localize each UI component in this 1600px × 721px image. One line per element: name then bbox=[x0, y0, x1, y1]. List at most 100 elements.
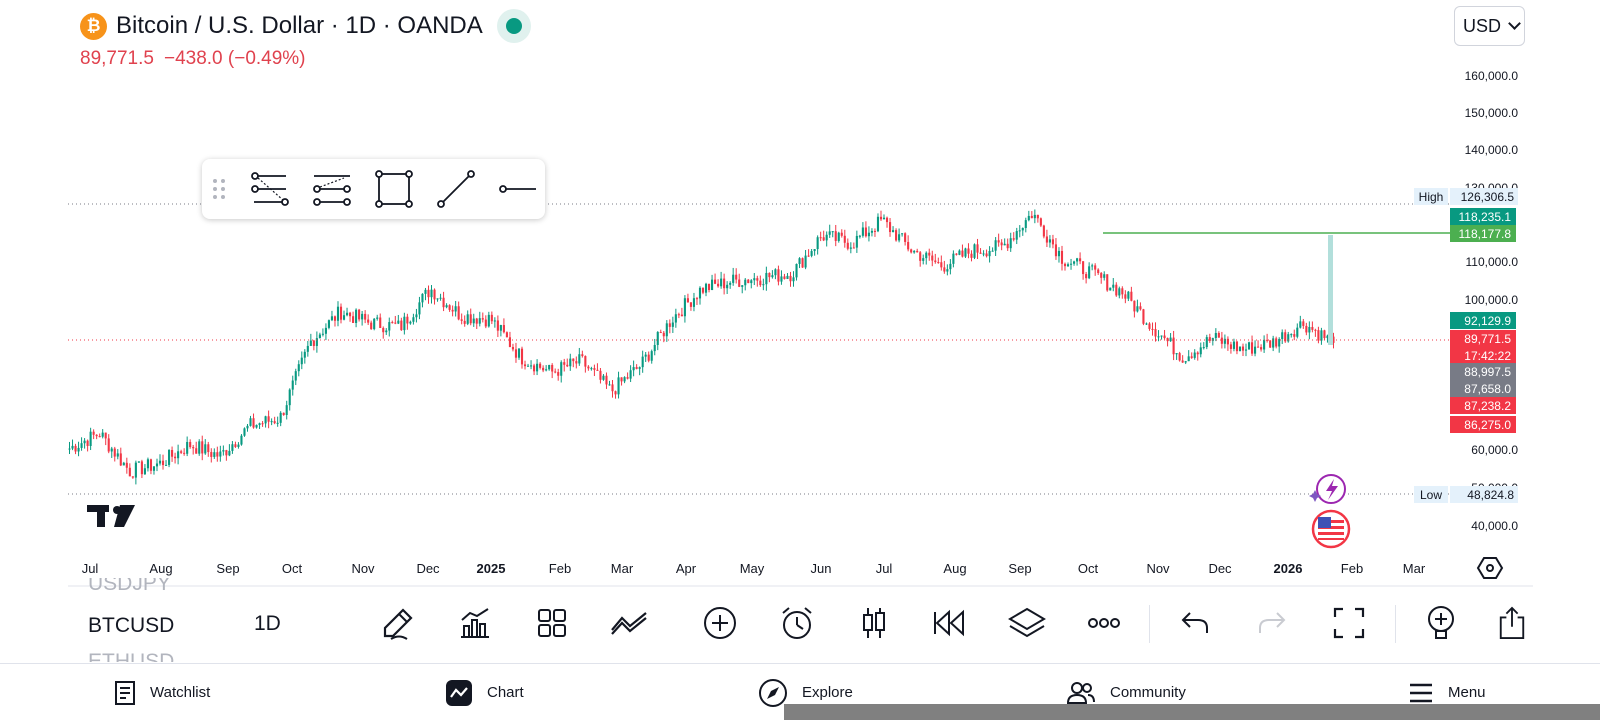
add-icon[interactable] bbox=[700, 603, 740, 643]
candle-body bbox=[1214, 332, 1217, 339]
rectangle-icon[interactable] bbox=[374, 169, 414, 209]
symbol-picker[interactable]: USDJPY BTCUSD ETHUSD bbox=[88, 578, 208, 662]
candle-body bbox=[158, 460, 162, 464]
price-badge-bg bbox=[1450, 208, 1516, 225]
candle-body bbox=[786, 275, 789, 279]
candle-body bbox=[904, 233, 907, 242]
redo-icon[interactable] bbox=[1252, 603, 1292, 643]
candle-body bbox=[460, 319, 463, 321]
symbol-option[interactable]: ETHUSD bbox=[88, 650, 175, 662]
candle-body bbox=[333, 316, 337, 321]
candle-body bbox=[481, 318, 484, 320]
symbol-title[interactable]: Bitcoin / U.S. Dollar · 1D · OANDA bbox=[116, 12, 483, 39]
price-chart[interactable]: 160,000.0 150,000.0 140,000.0 130,000.0 … bbox=[0, 0, 1600, 590]
candle-body bbox=[1124, 294, 1127, 299]
currency-select[interactable]: USD bbox=[1454, 6, 1525, 46]
candle-body bbox=[940, 262, 943, 268]
candle-body bbox=[1229, 344, 1232, 349]
share-icon[interactable] bbox=[1497, 603, 1527, 643]
candle-body bbox=[1269, 340, 1272, 348]
drag-handle-icon[interactable] bbox=[212, 177, 226, 201]
candle-body bbox=[849, 247, 852, 249]
draw-pen-icon[interactable] bbox=[378, 603, 418, 643]
nav-watchlist[interactable]: Watchlist bbox=[114, 664, 210, 721]
candle-body bbox=[89, 431, 92, 446]
candle-body bbox=[255, 424, 258, 428]
candle-body bbox=[852, 247, 855, 249]
candle-body bbox=[1244, 349, 1248, 351]
replay-icon[interactable] bbox=[930, 603, 970, 643]
candle-body bbox=[994, 240, 997, 251]
interval-selector[interactable]: 1D bbox=[254, 612, 281, 635]
candle-body bbox=[1232, 341, 1235, 349]
candle-body bbox=[548, 364, 551, 370]
nav-chart-label: Chart bbox=[487, 684, 524, 701]
candle-body bbox=[1018, 230, 1021, 232]
candle-body bbox=[101, 432, 104, 437]
candle-body bbox=[1287, 334, 1290, 342]
market-open-indicator[interactable] bbox=[496, 9, 531, 43]
templates-grid-icon[interactable] bbox=[532, 603, 572, 643]
candle-body bbox=[243, 428, 246, 436]
chart-type-candles-icon[interactable] bbox=[854, 603, 894, 643]
trend-fib-extension-icon[interactable] bbox=[312, 169, 352, 209]
candle-body bbox=[68, 448, 71, 450]
candle-body bbox=[659, 332, 662, 334]
undo-icon[interactable] bbox=[1175, 603, 1215, 643]
x-tick-label: Nov bbox=[351, 561, 375, 576]
low-value-bg bbox=[1450, 486, 1518, 503]
indicators-icon[interactable] bbox=[455, 603, 495, 643]
candle-body bbox=[569, 358, 572, 367]
candle-body bbox=[704, 283, 708, 293]
horizontal-ray-icon[interactable] bbox=[498, 169, 538, 209]
candle-body bbox=[1175, 353, 1178, 355]
us-flag-event-icon[interactable] bbox=[1311, 509, 1351, 549]
price-badges: 118,235.1 118,177.8 92,129.9 89,771.5 17:42:… bbox=[1450, 208, 1516, 433]
candle-body bbox=[421, 293, 424, 303]
nav-explore[interactable]: Explore bbox=[758, 664, 853, 721]
more-icon[interactable] bbox=[1084, 603, 1124, 643]
candle-body bbox=[668, 323, 671, 327]
candle-body bbox=[530, 365, 533, 367]
candle-body bbox=[324, 327, 327, 334]
compare-icon[interactable] bbox=[609, 603, 649, 643]
symbol-selected[interactable]: BTCUSD bbox=[88, 614, 175, 637]
nav-community[interactable]: Community bbox=[1066, 664, 1186, 721]
layers-icon[interactable] bbox=[1007, 603, 1047, 643]
alert-clock-icon[interactable] bbox=[777, 603, 817, 643]
candle-body bbox=[201, 441, 204, 454]
candle-body bbox=[919, 252, 922, 261]
candle-body bbox=[870, 230, 873, 233]
fib-retracement-icon[interactable] bbox=[250, 169, 290, 209]
nav-menu[interactable]: Menu bbox=[1408, 664, 1486, 721]
symbol-header[interactable]: ₿ Bitcoin / U.S. Dollar · 1D · OANDA bbox=[80, 9, 531, 43]
candle-body bbox=[225, 450, 228, 456]
candle-body bbox=[258, 423, 261, 425]
candle-body bbox=[843, 235, 846, 243]
projection-bar bbox=[1328, 235, 1333, 345]
chart-settings-icon[interactable] bbox=[1476, 557, 1504, 579]
trend-line-icon[interactable] bbox=[436, 169, 476, 209]
candle-body bbox=[466, 314, 469, 324]
high-label: High bbox=[1419, 190, 1444, 204]
candle-body bbox=[376, 317, 379, 319]
candle-body bbox=[620, 377, 623, 382]
candle-body bbox=[901, 233, 904, 235]
candle-body bbox=[807, 255, 810, 257]
candle-body bbox=[1103, 274, 1106, 278]
candle-body bbox=[1148, 323, 1151, 329]
symbol-option[interactable]: USDJPY bbox=[88, 578, 171, 595]
candle-body bbox=[629, 370, 632, 379]
lightning-event-icon[interactable] bbox=[1309, 474, 1346, 504]
x-tick-label: 2026 bbox=[1274, 561, 1303, 576]
candle-body bbox=[1036, 214, 1039, 219]
candle-body bbox=[575, 361, 578, 364]
candle-body bbox=[1320, 330, 1323, 341]
candle-body bbox=[879, 216, 883, 220]
idea-lightbulb-icon[interactable] bbox=[1421, 603, 1461, 643]
nav-chart[interactable]: Chart bbox=[445, 664, 524, 721]
price-badge-bg bbox=[1450, 330, 1516, 347]
candle-body bbox=[424, 289, 427, 294]
fullscreen-icon[interactable] bbox=[1329, 603, 1369, 643]
candle-body bbox=[352, 316, 355, 323]
